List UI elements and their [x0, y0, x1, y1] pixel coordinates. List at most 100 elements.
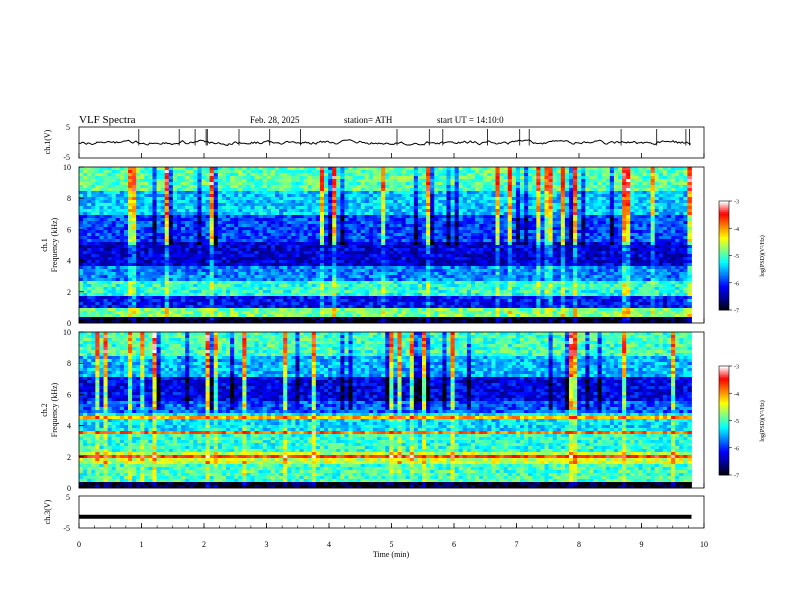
spectrogram-cell [487, 179, 492, 183]
spectrogram-cell [299, 203, 304, 207]
spectrogram-cell [646, 221, 652, 225]
spectrogram-cell [385, 203, 390, 207]
spectrogram-cell [609, 251, 615, 255]
spectrogram-cell [115, 230, 121, 234]
spectrogram-cell [152, 167, 157, 171]
spectrogram-cell [181, 254, 186, 258]
spectrogram-cell [577, 197, 582, 201]
spectrogram-cell [609, 242, 615, 246]
spectrogram-cell [397, 248, 402, 252]
spectrogram-cell [250, 245, 255, 249]
spectrogram-cell [336, 215, 341, 219]
spectrogram-cell [144, 197, 149, 201]
spectrogram-cell [217, 209, 223, 213]
spectrogram-cell [479, 260, 484, 264]
spectrogram-cell [234, 173, 239, 177]
spectrogram-cell [609, 197, 615, 201]
spectrogram-cell [450, 251, 456, 255]
spectrogram-cell [156, 203, 162, 207]
spectrogram-cell [234, 257, 239, 261]
spectrogram-cell [573, 248, 578, 252]
spectrogram-cell [242, 185, 247, 189]
spectrogram-cell [442, 227, 447, 231]
spectrogram-cell [373, 176, 378, 180]
spectrogram-cell [123, 188, 129, 192]
spectrogram-cell [246, 245, 251, 249]
spectrogram-cell [87, 194, 92, 198]
spectrogram-cell [368, 173, 374, 177]
spectrogram-cell [532, 239, 537, 243]
spectrogram-cell [160, 227, 166, 231]
spectrogram-cell [675, 257, 680, 261]
spectrogram-cell [430, 212, 435, 216]
spectrogram-cell [430, 218, 435, 222]
spectrogram-cell [230, 206, 235, 210]
spectrogram-cell [201, 170, 206, 174]
spectrogram-cell [136, 215, 141, 219]
spectrogram-cell [364, 251, 370, 255]
spectrogram-cell [381, 257, 386, 261]
spectrogram-cell [168, 197, 174, 201]
spectrogram-cell [613, 185, 619, 189]
spectrogram-cell [683, 212, 688, 216]
spectrogram-cell [254, 248, 260, 252]
spectrogram-cell [217, 185, 223, 189]
spectrogram-cell [189, 191, 194, 195]
spectrogram-cell [172, 191, 178, 195]
spectrogram-cell [524, 245, 529, 249]
spectrogram-cell [564, 218, 570, 222]
spectrogram-cell [650, 200, 656, 204]
spectrogram-cell [667, 215, 672, 219]
spectrogram-cell [405, 245, 411, 249]
spectrogram-cell [352, 185, 358, 189]
spectrogram-cell [413, 221, 419, 225]
spectrogram-cell [548, 257, 554, 261]
spectrogram-cell [507, 263, 513, 267]
spectrogram-cell [287, 206, 292, 210]
spectrogram-cell [458, 263, 464, 267]
spectrogram-cell [262, 191, 268, 195]
spectrogram-cell [524, 263, 529, 267]
spectrogram-cell [475, 239, 480, 243]
spectrogram-cell [295, 188, 300, 192]
spectrogram-cell [103, 209, 108, 213]
spectrogram-cell [417, 257, 423, 261]
spectrogram-cell [234, 170, 239, 174]
spectrogram-cell [266, 191, 272, 195]
spectrogram-cell [332, 227, 337, 231]
spectrogram-cell [119, 215, 125, 219]
spectrogram-cell [156, 191, 162, 195]
spectrogram-cell [515, 215, 521, 219]
spectrogram-cell [381, 239, 386, 243]
spectrogram-cell [422, 227, 427, 231]
spectrogram-cell [332, 209, 337, 213]
spectrogram-cell [475, 209, 480, 213]
spectrogram-cell [103, 230, 108, 234]
spectrogram-cell [515, 206, 521, 210]
spectrogram-cell [360, 215, 366, 219]
spectrogram-cell [381, 260, 386, 264]
spectrogram-cell [246, 206, 251, 210]
spectrogram-cell [332, 173, 337, 177]
spectrogram-cell [393, 173, 398, 177]
spectrogram-cell [254, 251, 260, 255]
spectrogram-cell [487, 212, 492, 216]
spectrogram-cell [324, 245, 329, 249]
spectrogram-cell [217, 251, 223, 255]
spectrogram-cell [156, 251, 162, 255]
spectrogram-cell [95, 191, 100, 195]
spectrogram-cell [560, 218, 566, 222]
spectrogram-cell [254, 263, 260, 267]
spectrogram-cell [115, 242, 121, 246]
spectrogram-cell [115, 197, 121, 201]
spectrogram-cell [324, 215, 329, 219]
spectrogram-cell [585, 236, 590, 240]
spectrogram-cell [193, 212, 198, 216]
spectrogram-cell [132, 185, 137, 189]
spectrogram-cell [520, 206, 525, 210]
spectrogram-cell [560, 260, 566, 264]
spectrogram-cell [548, 224, 554, 228]
spectrogram-cell [177, 248, 182, 252]
spectrogram-cell [626, 257, 631, 261]
spectrogram-cell [552, 224, 558, 228]
